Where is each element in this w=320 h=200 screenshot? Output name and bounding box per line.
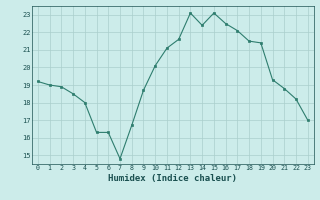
X-axis label: Humidex (Indice chaleur): Humidex (Indice chaleur)	[108, 174, 237, 183]
